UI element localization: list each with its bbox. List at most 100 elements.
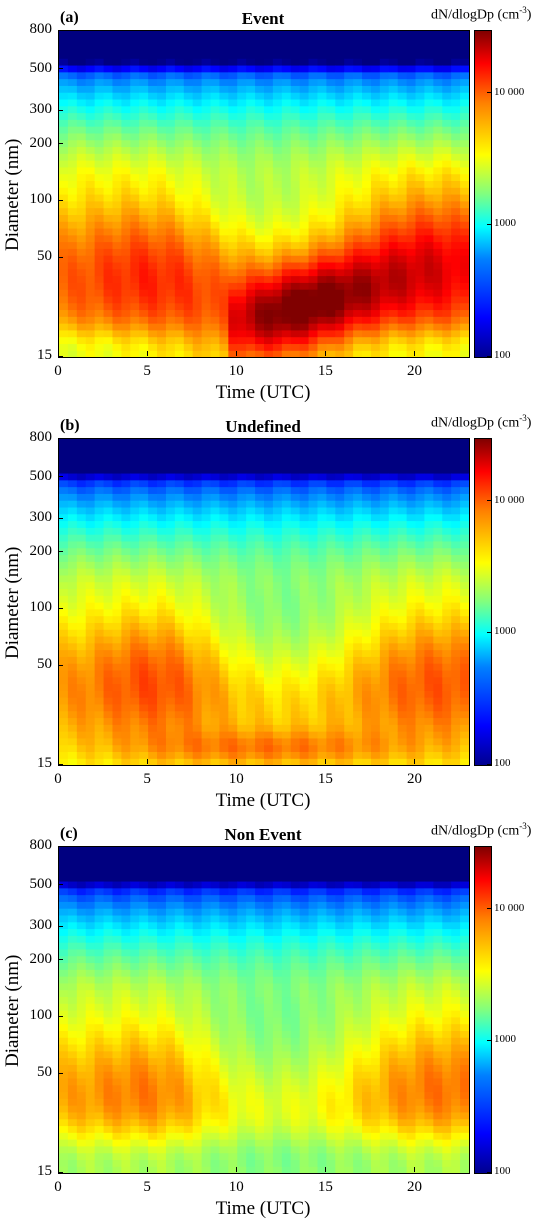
heatmap-cell <box>371 126 381 133</box>
heatmap-cell <box>264 214 274 221</box>
heatmap-cell <box>273 133 283 140</box>
heatmap-cell <box>166 670 176 677</box>
heatmap-cell <box>77 140 87 147</box>
heatmap-cell <box>246 276 256 283</box>
heatmap-cell <box>371 690 381 697</box>
y-tick-mark <box>58 143 63 144</box>
heatmap-cell <box>95 1017 105 1024</box>
heatmap-cell <box>416 568 426 575</box>
heatmap-cell <box>228 65 238 72</box>
x-tick-label: 15 <box>318 772 333 787</box>
heatmap-cell <box>282 160 292 167</box>
heatmap-cell <box>460 296 469 303</box>
heatmap-cell <box>246 79 256 86</box>
heatmap-cell <box>59 568 69 575</box>
heatmap-cell <box>237 480 247 487</box>
heatmap-cell <box>264 527 274 534</box>
heatmap-cell <box>335 85 345 92</box>
heatmap-cell <box>300 487 310 494</box>
heatmap-cell <box>255 174 265 181</box>
heatmap-cell <box>255 704 265 711</box>
heatmap-cell <box>389 636 399 643</box>
heatmap-cell <box>104 1078 114 1085</box>
heatmap-cell <box>211 521 221 528</box>
heatmap-cell <box>219 276 229 283</box>
heatmap-cell <box>211 745 221 752</box>
heatmap-cell <box>148 1166 158 1173</box>
heatmap-cell <box>121 1017 131 1024</box>
heatmap-cell <box>95 745 105 752</box>
heatmap-cell <box>95 343 105 350</box>
heatmap-cell <box>264 133 274 140</box>
heatmap-cell <box>273 643 283 650</box>
heatmap-cell <box>398 636 408 643</box>
heatmap-cell <box>300 663 310 670</box>
heatmap-cell <box>326 534 336 541</box>
heatmap-cell <box>398 453 408 460</box>
heatmap-cell <box>246 31 256 38</box>
heatmap-cell <box>291 527 301 534</box>
heatmap-cell <box>416 323 426 330</box>
heatmap-cell <box>451 276 461 283</box>
heatmap-cell <box>362 316 372 323</box>
heatmap-cell <box>211 167 221 174</box>
heatmap-cell <box>59 983 69 990</box>
heatmap-cell <box>317 323 327 330</box>
heatmap-cell <box>95 269 105 276</box>
heatmap-cell <box>77 588 87 595</box>
heatmap-cell <box>139 113 149 120</box>
heatmap-cell <box>389 595 399 602</box>
heatmap-cell <box>175 106 185 113</box>
heatmap-cell <box>282 554 292 561</box>
heatmap-cell <box>112 548 122 555</box>
heatmap-cell <box>77 228 87 235</box>
heatmap-cell <box>246 670 256 677</box>
heatmap-cell <box>95 453 105 460</box>
heatmap-cell <box>77 439 87 446</box>
colorbar-tick-mark <box>487 500 491 501</box>
heatmap-cell <box>416 72 426 79</box>
heatmap-cell <box>175 167 185 174</box>
heatmap-cell <box>273 588 283 595</box>
heatmap-cell <box>291 235 301 242</box>
heatmap-cell <box>130 65 140 72</box>
heatmap-cell <box>317 684 327 691</box>
heatmap-cell <box>433 697 443 704</box>
heatmap-cell <box>59 235 69 242</box>
heatmap-cell <box>130 337 140 344</box>
heatmap-cell <box>68 629 78 636</box>
heatmap-cell <box>175 303 185 310</box>
heatmap-cell <box>228 650 238 657</box>
heatmap-cell <box>451 45 461 52</box>
heatmap-cell <box>130 969 140 976</box>
heatmap-cell <box>309 616 319 623</box>
heatmap-cell <box>460 309 469 316</box>
heatmap-cell <box>442 303 452 310</box>
heatmap-cell <box>228 113 238 120</box>
heatmap-cell <box>130 670 140 677</box>
heatmap-cell <box>121 861 131 868</box>
heatmap-cell <box>317 534 327 541</box>
heatmap-cell <box>255 717 265 724</box>
heatmap-cell <box>77 1044 87 1051</box>
heatmap-cell <box>255 235 265 242</box>
heatmap-cell <box>433 690 443 697</box>
heatmap-cell <box>398 309 408 316</box>
heatmap-cell <box>211 330 221 337</box>
heatmap-cell <box>130 1125 140 1132</box>
heatmap-cell <box>291 616 301 623</box>
heatmap-cell <box>424 160 434 167</box>
heatmap-cell <box>407 656 417 663</box>
heatmap-cell <box>460 656 469 663</box>
heatmap-cell <box>130 119 140 126</box>
heatmap-cell <box>291 690 301 697</box>
heatmap-cell <box>282 133 292 140</box>
heatmap-cell <box>326 466 336 473</box>
heatmap-cell <box>273 670 283 677</box>
heatmap-cell <box>130 1105 140 1112</box>
heatmap-cell <box>442 684 452 691</box>
heatmap-cell <box>326 337 336 344</box>
heatmap-cell <box>273 446 283 453</box>
heatmap-cell <box>112 180 122 187</box>
heatmap-cell <box>246 201 256 208</box>
